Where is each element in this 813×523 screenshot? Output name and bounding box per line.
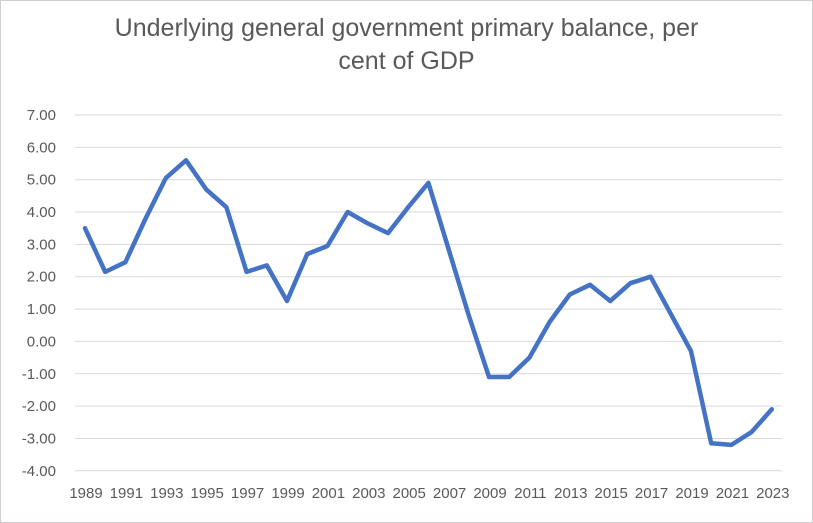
x-axis-tick-label: 1997	[231, 485, 264, 502]
y-axis-tick-label: 1.00	[27, 301, 56, 318]
y-axis-tick-label: 0.00	[27, 333, 56, 350]
chart-title-line1: Underlying general government primary ba…	[114, 14, 699, 42]
y-axis-tick-label: -4.00	[22, 463, 56, 480]
y-axis-tick-label: 4.00	[27, 204, 56, 221]
x-axis-tick-label: 2009	[473, 485, 506, 502]
chart-title: Underlying general government primary ba…	[1, 12, 812, 78]
x-axis-tick-label: 2021	[716, 485, 749, 502]
x-axis-tick-label: 1995	[191, 485, 224, 502]
x-axis-tick-label: 2013	[554, 485, 587, 502]
y-axis-tick-label: -1.00	[22, 366, 56, 383]
x-axis-tick-label: 1993	[150, 485, 183, 502]
primary-balance-line	[82, 158, 775, 448]
x-axis-tick-label: 2011	[514, 485, 546, 502]
x-axis-tick-label: 2003	[352, 485, 385, 502]
y-axis-tick-label: 2.00	[27, 269, 56, 286]
x-axis-tick-label: 2007	[433, 485, 466, 502]
y-axis-tick-label: -2.00	[22, 398, 56, 415]
x-axis-tick-label: 2023	[756, 485, 789, 502]
x-axis-tick-label: 2005	[393, 485, 426, 502]
y-axis-tick-label: 6.00	[27, 139, 56, 156]
x-axis-tick-label: 1989	[69, 485, 102, 502]
y-axis-tick-label: 3.00	[27, 236, 56, 253]
x-axis-tick-label: 2001	[312, 485, 345, 502]
x-axis-tick-label: 1999	[271, 485, 304, 502]
x-axis-tick-label: 2017	[635, 485, 668, 502]
x-axis-tick-label: 1991	[110, 485, 143, 502]
chart-title-line2: cent of GDP	[338, 47, 475, 75]
x-axis-tick-label: 2015	[595, 485, 628, 502]
x-axis-tick-label: 2019	[675, 485, 708, 502]
y-axis-tick-label: -3.00	[22, 430, 56, 447]
y-axis-tick-label: 7.00	[27, 107, 56, 124]
y-axis-tick-label: 5.00	[27, 172, 56, 189]
